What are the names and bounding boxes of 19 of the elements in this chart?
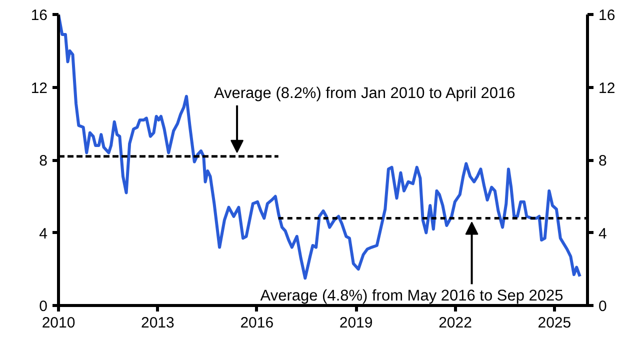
x-tick-label: 2025 — [538, 314, 572, 332]
y-tick-label: 8 — [39, 152, 48, 170]
line-series — [58, 14, 582, 280]
annotation: Average (8.2%) from Jan 2010 to April 2016 — [214, 84, 516, 102]
x-tick-label: 2019 — [339, 314, 373, 332]
x-tick-label: 2016 — [240, 314, 274, 332]
y-tick-label: 12 — [30, 80, 48, 97]
x-tick-label: 2010 — [42, 314, 76, 332]
annotation: Average (4.8%) from May 2016 to Sep 2025 — [260, 288, 564, 305]
y2-tick-label: 16 — [598, 7, 616, 24]
y-tick-label: 0 — [39, 298, 48, 315]
x-tick-label: 2013 — [141, 314, 174, 332]
y2-tick-label: 8 — [598, 152, 607, 170]
y-tick-label: 16 — [30, 7, 48, 24]
y2-tick-label: 0 — [598, 298, 607, 315]
x-tick-label: 2022 — [438, 314, 472, 332]
y-tick-label: 4 — [39, 225, 48, 242]
y2-tick-label: 12 — [598, 80, 616, 97]
y2-tick-label: 4 — [598, 225, 607, 242]
